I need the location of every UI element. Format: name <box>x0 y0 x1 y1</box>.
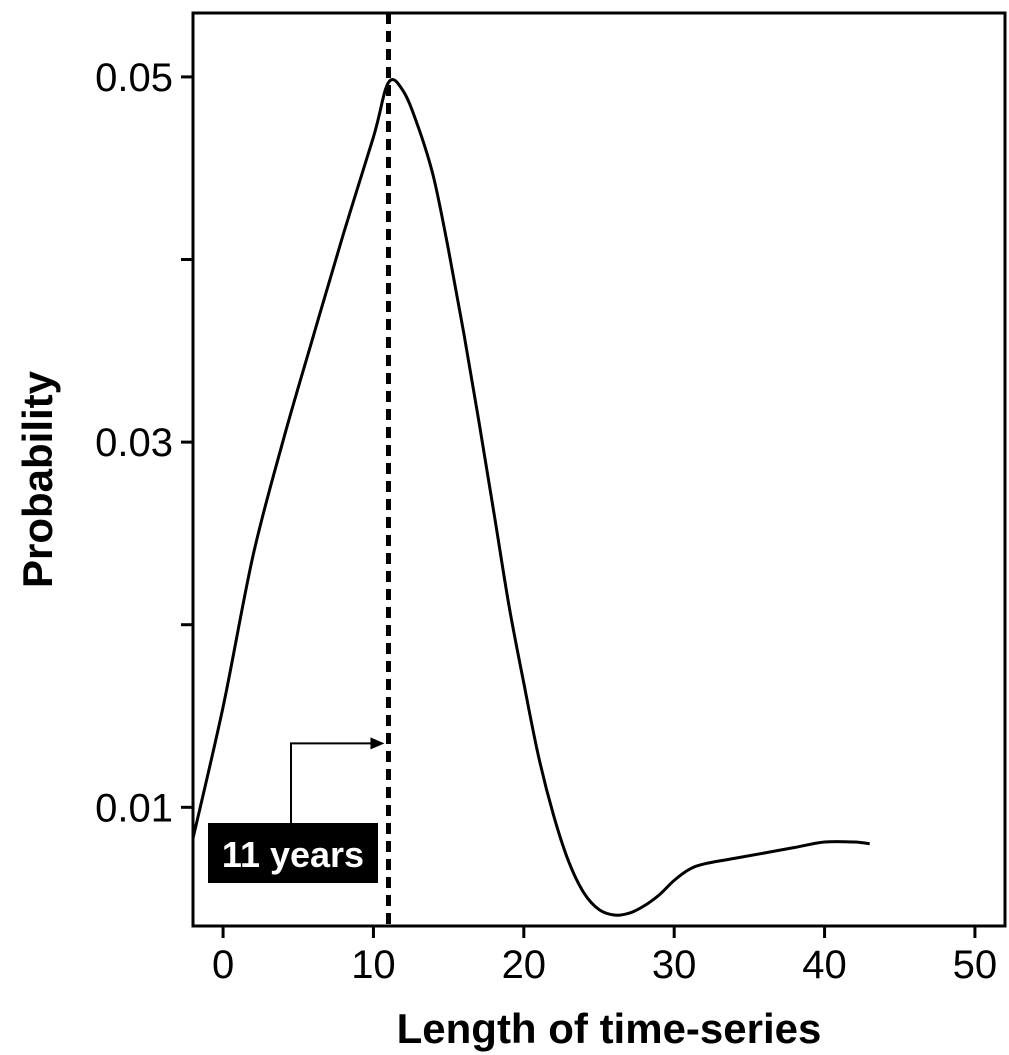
x-tick-label: 40 <box>802 943 847 987</box>
x-tick-label: 0 <box>212 943 234 987</box>
annotation-label: 11 years <box>222 834 364 875</box>
x-tick-label: 50 <box>953 943 998 987</box>
annotation-arrow-line <box>290 742 373 823</box>
probability-curve <box>191 78 870 917</box>
annotation-arrowhead <box>370 737 385 750</box>
annotation-label-box <box>208 823 378 883</box>
y-tick-label: 0.01 <box>95 786 173 830</box>
x-axis-title: Length of time-series <box>397 1005 822 1052</box>
plot-frame <box>191 11 1007 928</box>
y-tick-label: 0.03 <box>95 421 173 465</box>
y-tick-label: 0.05 <box>95 56 173 100</box>
x-tick-label: 20 <box>502 943 547 987</box>
x-tick-label: 30 <box>652 943 697 987</box>
x-tick-label: 10 <box>351 943 396 987</box>
y-axis-title: Probability <box>14 370 61 588</box>
